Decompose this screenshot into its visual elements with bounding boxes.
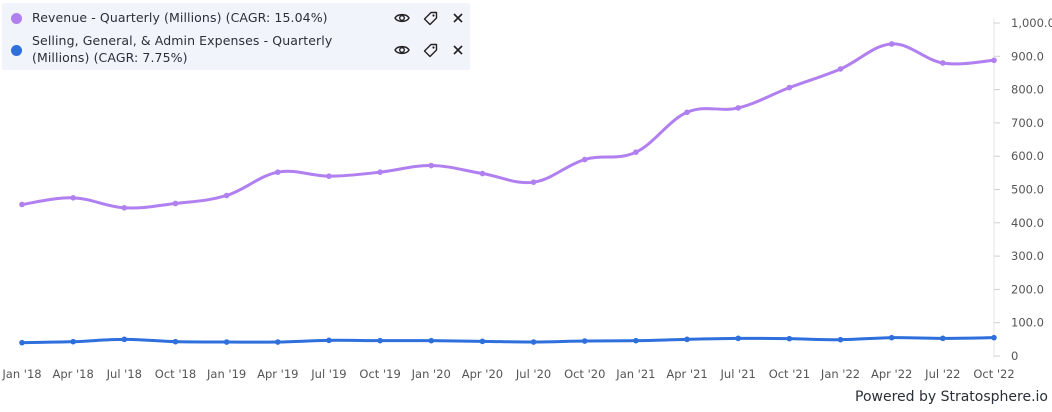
tag-icon[interactable] (416, 9, 444, 27)
x-tick-label: Jan '19 (206, 367, 246, 381)
data-point-revenue[interactable] (121, 205, 128, 211)
legend: Revenue - Quarterly (Millions) (CAGR: 15… (2, 3, 470, 70)
x-tick-label: Oct '19 (359, 367, 400, 381)
data-point-revenue[interactable] (888, 41, 895, 47)
legend-actions-revenue (388, 9, 472, 27)
data-point-revenue[interactable] (274, 169, 281, 175)
y-tick-label: 600.0 (1011, 149, 1044, 163)
y-tick-label: 200.0 (1011, 282, 1044, 296)
x-tick-label: Oct '21 (769, 367, 810, 381)
legend-actions-sga (388, 41, 472, 59)
x-tick-label: Apr '21 (666, 367, 707, 381)
x-tick-label: Jan '18 (1, 367, 41, 381)
data-point-revenue[interactable] (223, 192, 230, 199)
data-point-sga[interactable] (70, 338, 76, 345)
data-point-sga[interactable] (633, 337, 639, 344)
data-point-revenue[interactable] (581, 156, 588, 163)
series-layer (19, 41, 997, 346)
y-tick-label: 300.0 (1011, 249, 1044, 263)
powered-by-text: Powered by Stratosphere.io (855, 389, 1048, 405)
data-point-revenue[interactable] (70, 195, 76, 201)
x-tick-label: Apr '18 (52, 367, 93, 381)
series-line-sga (20, 336, 996, 345)
y-tick-label: 500.0 (1011, 183, 1044, 197)
x-tick-label: Apr '19 (257, 367, 298, 381)
data-point-sga[interactable] (735, 335, 742, 342)
data-point-sga[interactable] (172, 338, 179, 345)
y-tick-label: 100.0 (1011, 316, 1044, 330)
data-point-sga[interactable] (428, 337, 435, 344)
x-tick-label: Jul '21 (720, 367, 756, 381)
x-tick-label: Jan '21 (615, 367, 655, 381)
series-line-revenue (20, 42, 996, 210)
y-tick-label: 900.0 (1011, 49, 1044, 63)
data-point-revenue[interactable] (940, 60, 946, 66)
data-point-revenue[interactable] (326, 173, 332, 179)
x-axis: Jan '18 Apr '18 Jul '18 Oct '18 Jan '19 Apr '… (1, 367, 1014, 381)
legend-label-sga: Selling, General, & Admin Expenses - Qua… (32, 33, 333, 65)
data-point-revenue[interactable] (377, 169, 383, 175)
eye-icon[interactable] (388, 9, 416, 27)
legend-dot-revenue (11, 13, 22, 24)
data-point-sga[interactable] (377, 337, 383, 344)
x-tick-label: Oct '18 (155, 367, 196, 381)
tag-icon[interactable] (416, 41, 444, 59)
x-tick-label: Jul '18 (106, 367, 142, 381)
eye-icon[interactable] (388, 41, 416, 59)
y-tick-label: 800.0 (1011, 83, 1044, 97)
x-tick-label: Jan '20 (411, 367, 451, 381)
x-tick-label: Apr '22 (871, 367, 912, 381)
x-tick-label: Oct '20 (564, 367, 605, 381)
x-tick-label: Jul '22 (924, 367, 960, 381)
data-point-sga[interactable] (940, 335, 946, 342)
x-tick-label: Jul '19 (310, 367, 346, 381)
data-point-sga[interactable] (274, 339, 281, 345)
x-tick-label: Apr '20 (462, 367, 503, 381)
data-point-revenue[interactable] (633, 149, 639, 156)
x-tick-label: Oct '22 (973, 367, 1014, 381)
data-point-revenue[interactable] (530, 179, 537, 185)
close-icon[interactable] (444, 41, 472, 59)
data-point-sga[interactable] (223, 339, 230, 345)
y-tick-label: 400.0 (1011, 216, 1044, 230)
data-point-sga[interactable] (530, 339, 537, 345)
y-tick-label: 1,000.0 (1011, 16, 1052, 30)
x-tick-label: Jan '22 (820, 367, 860, 381)
data-point-sga[interactable] (581, 338, 588, 344)
data-point-revenue[interactable] (479, 170, 486, 177)
data-point-revenue[interactable] (19, 201, 25, 208)
close-icon[interactable] (444, 9, 472, 27)
data-point-sga[interactable] (837, 336, 844, 343)
x-tick-label: Jul '20 (515, 367, 551, 381)
legend-label-revenue: Revenue - Quarterly (Millions) (CAGR: 15… (32, 10, 328, 25)
data-point-revenue[interactable] (786, 84, 793, 91)
data-point-sga[interactable] (684, 336, 690, 343)
y-axis: 1,000.0 900.0 800.0 700.0 600.0 500.0 400.0 300… (993, 16, 1052, 363)
y-tick-label: 700.0 (1011, 116, 1044, 130)
data-point-sga[interactable] (786, 335, 793, 342)
data-point-sga[interactable] (479, 338, 486, 345)
legend-dot-sga (11, 45, 22, 56)
y-tick-label: 0 (1011, 349, 1018, 363)
data-point-revenue[interactable] (991, 57, 997, 64)
data-point-revenue[interactable] (684, 109, 690, 116)
data-point-revenue[interactable] (172, 200, 179, 207)
data-point-sga[interactable] (326, 337, 332, 344)
data-point-sga[interactable] (19, 339, 25, 346)
data-point-revenue[interactable] (735, 105, 742, 111)
data-point-revenue[interactable] (428, 162, 435, 169)
data-point-sga[interactable] (888, 334, 895, 341)
data-point-sga[interactable] (991, 334, 997, 341)
data-point-sga[interactable] (121, 336, 128, 343)
data-point-revenue[interactable] (837, 66, 844, 72)
